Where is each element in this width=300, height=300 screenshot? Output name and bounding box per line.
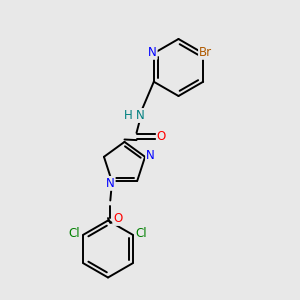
Text: O: O [157, 130, 166, 143]
Text: N: N [146, 149, 155, 162]
Text: N: N [106, 177, 115, 190]
Text: H: H [124, 109, 133, 122]
Text: N: N [136, 109, 145, 122]
Text: N: N [148, 46, 157, 59]
Text: Cl: Cl [68, 227, 80, 240]
Text: Br: Br [199, 46, 212, 59]
Text: Cl: Cl [136, 227, 148, 240]
Text: O: O [113, 212, 122, 225]
